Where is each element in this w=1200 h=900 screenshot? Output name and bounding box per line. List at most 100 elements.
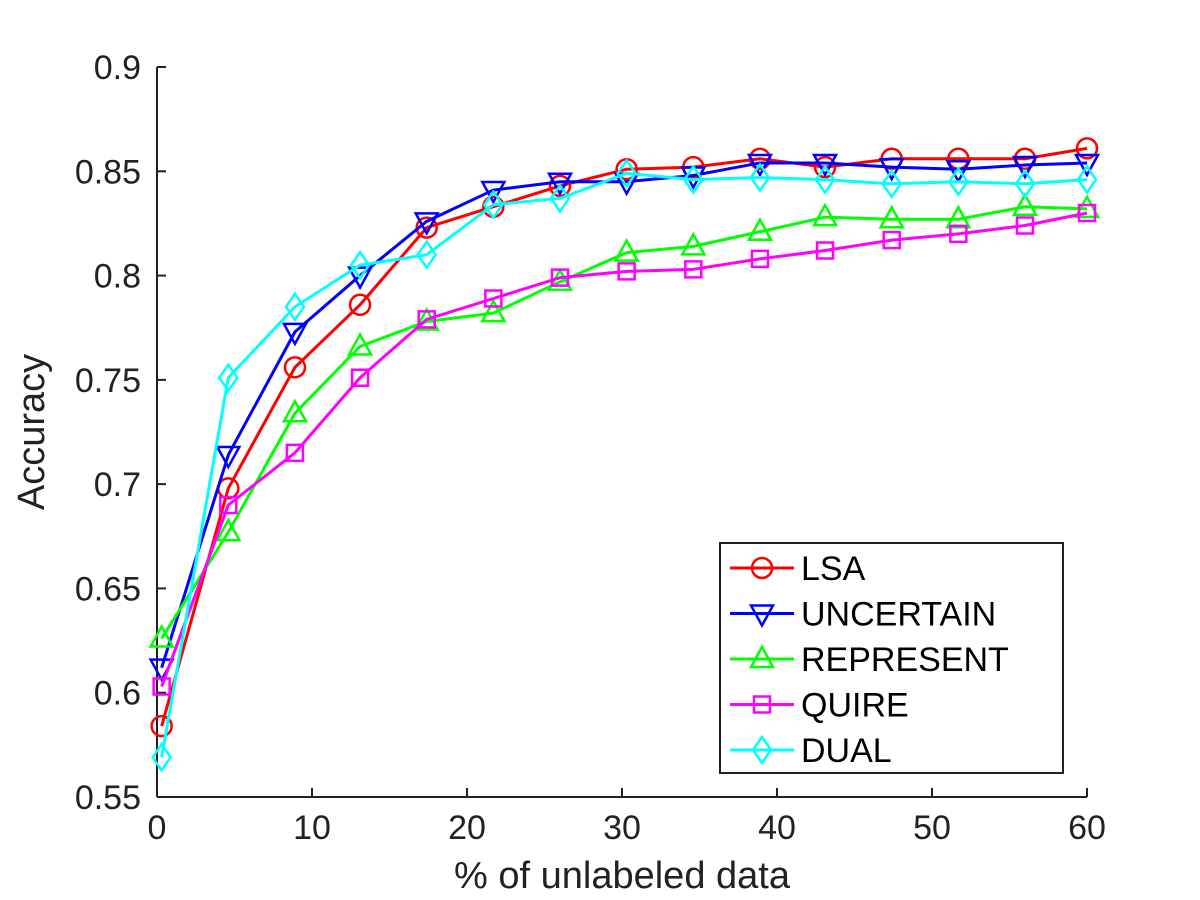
series-line-quire xyxy=(160,211,1088,687)
series-line-represent xyxy=(160,205,1088,640)
legend-label-represent: REPRESENT xyxy=(801,641,1009,679)
y-tick-label: 0.75 xyxy=(75,362,141,400)
y-tick-label: 0.55 xyxy=(75,779,141,817)
legend-marker-dual xyxy=(751,734,773,766)
data-point-uncertain xyxy=(346,266,374,291)
data-point-lsa xyxy=(1075,137,1099,160)
data-point-quire xyxy=(1015,216,1035,235)
data-point-uncertain xyxy=(546,172,574,197)
data-point-uncertain xyxy=(215,445,242,470)
legend-entry-represent: REPRESENT xyxy=(730,641,1009,679)
y-tick-label: 0.6 xyxy=(94,675,141,713)
legend-entry-lsa: LSA xyxy=(730,550,866,588)
data-point-quire xyxy=(949,224,968,244)
x-axis-title: % of unlabeled data xyxy=(454,855,791,897)
data-point-quire xyxy=(750,249,770,269)
data-point-uncertain xyxy=(413,212,440,236)
data-point-dual xyxy=(416,239,438,270)
data-point-represent xyxy=(1073,194,1101,219)
data-point-uncertain xyxy=(281,322,309,347)
data-point-quire xyxy=(550,268,570,287)
data-point-represent xyxy=(811,202,839,227)
data-point-quire xyxy=(684,260,703,279)
data-point-dual xyxy=(881,168,903,199)
data-point-represent xyxy=(878,204,905,229)
series-line-uncertain xyxy=(160,161,1088,669)
data-point-uncertain xyxy=(878,157,905,182)
legend-label-uncertain: UNCERTAIN xyxy=(801,596,996,634)
legend-marker-represent xyxy=(748,644,776,669)
data-point-represent xyxy=(613,238,640,262)
x-tick-label: 20 xyxy=(448,809,486,847)
legend: LSA UNCERTAIN REPRESENT QUIRE DUAL xyxy=(719,542,1064,774)
y-tick-label: 0.8 xyxy=(94,258,141,296)
data-point-uncertain xyxy=(811,153,839,178)
legend-marker-lsa xyxy=(750,556,774,580)
data-point-dual xyxy=(284,291,306,323)
data-point-represent xyxy=(413,306,440,331)
data-point-quire xyxy=(617,262,636,281)
data-point-quire xyxy=(417,310,436,329)
data-point-quire xyxy=(484,289,503,308)
x-tick-label: 10 xyxy=(293,809,331,847)
data-point-represent xyxy=(680,231,707,256)
data-point-represent xyxy=(945,204,972,229)
x-tick-label: 0 xyxy=(148,809,167,847)
data-point-represent xyxy=(281,398,309,423)
data-point-quire xyxy=(285,443,305,463)
series-line-dual xyxy=(160,171,1088,758)
series-quire xyxy=(152,203,1097,696)
data-point-quire xyxy=(815,241,835,260)
y-tick-label: 0.85 xyxy=(75,153,141,191)
data-point-quire xyxy=(1077,203,1097,223)
legend-label-dual: DUAL xyxy=(801,732,892,770)
legend-label-quire: QUIRE xyxy=(801,687,909,725)
axes: 0.55 0.6 0.65 0.7 0.75 0.8 0.85 0.9 0 10 20 30 40 50 6… xyxy=(11,49,1106,897)
data-point-dual xyxy=(349,249,371,281)
data-point-represent xyxy=(148,623,175,648)
legend-entry-dual: DUAL xyxy=(730,732,892,770)
x-tick-label: 50 xyxy=(913,809,951,847)
series-line-lsa xyxy=(160,146,1088,727)
data-point-dual xyxy=(682,164,704,195)
data-point-dual xyxy=(616,158,638,189)
data-point-uncertain xyxy=(1073,153,1101,178)
series-uncertain xyxy=(148,153,1101,683)
data-point-dual xyxy=(482,189,504,220)
data-point-lsa xyxy=(150,714,173,738)
series-dual xyxy=(151,158,1098,773)
data-point-represent xyxy=(346,331,374,356)
legend-entry-uncertain: UNCERTAIN xyxy=(730,596,996,634)
data-point-dual xyxy=(1014,168,1036,199)
data-point-dual xyxy=(549,183,571,214)
legend-label-lsa: LSA xyxy=(801,550,866,588)
data-point-dual xyxy=(1076,164,1098,195)
series-group xyxy=(148,137,1101,773)
x-tick-label: 30 xyxy=(603,809,641,847)
data-point-represent xyxy=(480,298,507,323)
data-point-dual xyxy=(814,164,836,195)
data-point-represent xyxy=(746,217,774,242)
y-tick-label: 0.7 xyxy=(94,466,141,504)
data-point-uncertain xyxy=(480,180,507,205)
data-point-quire xyxy=(152,677,171,696)
data-point-quire xyxy=(882,230,901,250)
y-axis-title: Accuracy xyxy=(11,354,53,510)
data-point-lsa xyxy=(283,356,307,379)
data-point-quire xyxy=(350,368,370,388)
data-point-dual xyxy=(217,362,239,393)
data-point-represent xyxy=(1011,192,1039,216)
data-point-dual xyxy=(749,162,771,193)
data-point-lsa xyxy=(348,293,372,317)
data-point-uncertain xyxy=(1011,155,1039,180)
data-point-quire xyxy=(219,495,238,515)
x-tick-label: 60 xyxy=(1068,809,1106,847)
data-point-dual xyxy=(947,166,969,197)
data-point-uncertain xyxy=(945,159,972,184)
series-represent xyxy=(148,192,1101,648)
data-point-uncertain xyxy=(746,153,774,178)
legend-marker-quire xyxy=(752,695,772,714)
data-point-dual xyxy=(151,742,173,773)
legend-entry-quire: QUIRE xyxy=(730,687,909,725)
